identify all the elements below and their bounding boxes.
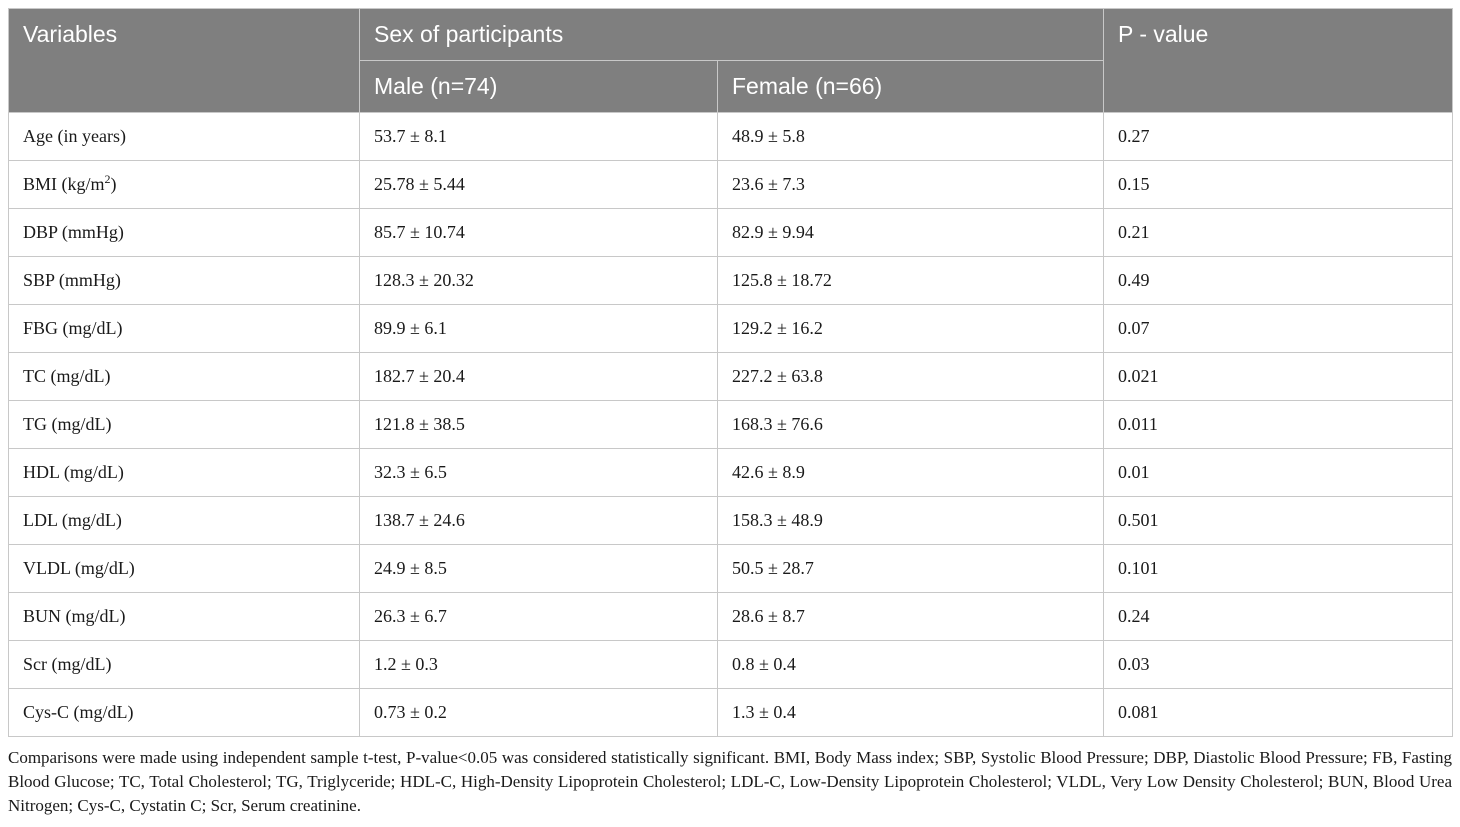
cell-male: 53.7 ± 8.1 [359,112,718,161]
cell-female: 129.2 ± 16.2 [717,304,1104,353]
cell-variable: LDL (mg/dL) [8,496,360,545]
cell-p-value: 0.03 [1103,640,1453,689]
cell-male: 26.3 ± 6.7 [359,592,718,641]
header-sex-group: Sex of participants [359,8,1104,61]
table-row: TG (mg/dL) 121.8 ± 38.5 168.3 ± 76.6 0.0… [8,400,1453,449]
table-row: LDL (mg/dL) 138.7 ± 24.6 158.3 ± 48.9 0.… [8,496,1453,545]
cell-p-value: 0.011 [1103,400,1453,449]
table-row: SBP (mmHg) 128.3 ± 20.32 125.8 ± 18.72 0… [8,256,1453,305]
table-row: Cys-C (mg/dL) 0.73 ± 0.2 1.3 ± 0.4 0.081 [8,688,1453,737]
table-row: FBG (mg/dL) 89.9 ± 6.1 129.2 ± 16.2 0.07 [8,304,1453,353]
header-variables: Variables [8,8,360,113]
cell-female: 168.3 ± 76.6 [717,400,1104,449]
cell-male: 32.3 ± 6.5 [359,448,718,497]
cell-male: 121.8 ± 38.5 [359,400,718,449]
cell-variable: DBP (mmHg) [8,208,360,257]
cell-variable: TC (mg/dL) [8,352,360,401]
cell-p-value: 0.24 [1103,592,1453,641]
cell-variable: VLDL (mg/dL) [8,544,360,593]
cell-male: 1.2 ± 0.3 [359,640,718,689]
cell-male: 24.9 ± 8.5 [359,544,718,593]
cell-female: 23.6 ± 7.3 [717,160,1104,209]
cell-variable: SBP (mmHg) [8,256,360,305]
cell-female: 158.3 ± 48.9 [717,496,1104,545]
cell-p-value: 0.21 [1103,208,1453,257]
cell-variable: Age (in years) [8,112,360,161]
cell-p-value: 0.081 [1103,688,1453,737]
cell-female: 48.9 ± 5.8 [717,112,1104,161]
cell-variable: Scr (mg/dL) [8,640,360,689]
variable-superscript: 2 [104,172,111,186]
cell-female: 125.8 ± 18.72 [717,256,1104,305]
header-p-value: P - value [1103,8,1453,113]
cell-p-value: 0.101 [1103,544,1453,593]
cell-p-value: 0.07 [1103,304,1453,353]
cell-female: 42.6 ± 8.9 [717,448,1104,497]
table-row: Age (in years) 53.7 ± 8.1 48.9 ± 5.8 0.2… [8,112,1453,161]
cell-variable: TG (mg/dL) [8,400,360,449]
comparison-table: Variables Sex of participants P - value … [8,8,1453,737]
table-row: VLDL (mg/dL) 24.9 ± 8.5 50.5 ± 28.7 0.10… [8,544,1453,593]
table-row: HDL (mg/dL) 32.3 ± 6.5 42.6 ± 8.9 0.01 [8,448,1453,497]
table-footnote: Comparisons were made using independent … [8,748,1452,815]
cell-female: 82.9 ± 9.94 [717,208,1104,257]
cell-variable: Cys-C (mg/dL) [8,688,360,737]
cell-p-value: 0.15 [1103,160,1453,209]
variable-suffix: ) [110,174,117,194]
cell-male: 85.7 ± 10.74 [359,208,718,257]
cell-p-value: 0.021 [1103,352,1453,401]
cell-p-value: 0.01 [1103,448,1453,497]
cell-variable: BMI (kg/m2) [8,160,360,209]
cell-male: 138.7 ± 24.6 [359,496,718,545]
cell-p-value: 0.49 [1103,256,1453,305]
cell-variable: HDL (mg/dL) [8,448,360,497]
cell-male: 25.78 ± 5.44 [359,160,718,209]
table-row: DBP (mmHg) 85.7 ± 10.74 82.9 ± 9.94 0.21 [8,208,1453,257]
cell-female: 0.8 ± 0.4 [717,640,1104,689]
header-male: Male (n=74) [359,60,718,113]
header-female: Female (n=66) [717,60,1104,113]
variable-text: BMI (kg/m [23,174,105,194]
table-row: BUN (mg/dL) 26.3 ± 6.7 28.6 ± 8.7 0.24 [8,592,1453,641]
cell-p-value: 0.501 [1103,496,1453,545]
cell-male: 182.7 ± 20.4 [359,352,718,401]
table-row: TC (mg/dL) 182.7 ± 20.4 227.2 ± 63.8 0.0… [8,352,1453,401]
cell-male: 89.9 ± 6.1 [359,304,718,353]
cell-male: 128.3 ± 20.32 [359,256,718,305]
data-table-container: Variables Sex of participants P - value … [8,8,1453,737]
cell-variable: BUN (mg/dL) [8,592,360,641]
cell-female: 50.5 ± 28.7 [717,544,1104,593]
cell-female: 227.2 ± 63.8 [717,352,1104,401]
cell-female: 28.6 ± 8.7 [717,592,1104,641]
table-row: Scr (mg/dL) 1.2 ± 0.3 0.8 ± 0.4 0.03 [8,640,1453,689]
cell-variable: FBG (mg/dL) [8,304,360,353]
cell-p-value: 0.27 [1103,112,1453,161]
cell-female: 1.3 ± 0.4 [717,688,1104,737]
cell-male: 0.73 ± 0.2 [359,688,718,737]
table-header: Variables Sex of participants P - value … [8,8,1453,113]
table-row: BMI (kg/m2) 25.78 ± 5.44 23.6 ± 7.3 0.15 [8,160,1453,209]
table-body: Age (in years) 53.7 ± 8.1 48.9 ± 5.8 0.2… [8,112,1453,737]
